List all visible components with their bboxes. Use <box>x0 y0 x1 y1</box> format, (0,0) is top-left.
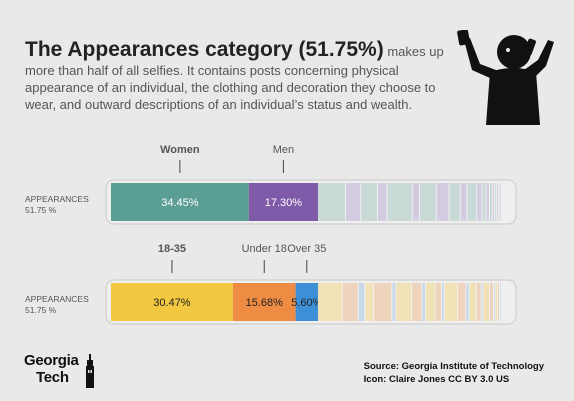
faded-segment <box>449 183 460 221</box>
category-label: Women <box>160 144 200 156</box>
faded-segment <box>342 283 358 321</box>
headline: The Appearances category (51.75%) makes … <box>25 38 455 113</box>
faded-segment <box>486 183 489 221</box>
faded-segment <box>500 283 501 321</box>
faded-segment <box>492 183 495 221</box>
faded-segment <box>483 283 489 321</box>
faded-segment <box>497 183 498 221</box>
faded-segment <box>460 183 467 221</box>
logo-line-2: Tech <box>36 369 69 386</box>
faded-segment <box>442 283 444 321</box>
faded-segment <box>436 183 449 221</box>
logo-line-1: Georgia <box>24 352 79 369</box>
row-sublabel: 51.75 % <box>25 205 57 215</box>
faded-segment <box>396 283 411 321</box>
data-label: 5.60% <box>291 297 322 309</box>
faded-segment <box>318 283 342 321</box>
bar-segment <box>111 283 233 321</box>
faded-segment <box>495 183 497 221</box>
category-label: 18-35 <box>158 243 186 255</box>
tower-icon <box>86 354 94 388</box>
bar-segment <box>232 283 296 321</box>
faded-segment <box>482 183 486 221</box>
source-note: Source: Georgia Institute of Technology … <box>364 360 544 386</box>
faded-segment <box>361 183 377 221</box>
faded-segment <box>358 283 365 321</box>
data-label: 34.45% <box>161 197 199 209</box>
data-label: 15.68% <box>246 297 284 309</box>
faded-segment <box>387 183 412 221</box>
row-sublabel: 51.75 % <box>25 305 57 315</box>
faded-segment <box>392 283 396 321</box>
icon-credit-line: Icon: Claire Jones CC BY 3.0 US <box>363 374 510 385</box>
headline-text: makes up more than half of all selfies. … <box>25 44 444 112</box>
faded-segment <box>498 283 499 321</box>
faded-segment <box>420 183 436 221</box>
faded-segment <box>374 283 392 321</box>
georgia-tech-logo: Georgia Tech <box>24 352 114 392</box>
bar-segment <box>248 183 318 221</box>
faded-segment <box>378 183 387 221</box>
row-label: APPEARANCES <box>25 194 89 204</box>
faded-segment <box>422 283 425 321</box>
faded-segment <box>495 283 497 321</box>
faded-segment <box>494 283 495 321</box>
faded-segment <box>500 183 501 221</box>
faded-segment <box>458 283 466 321</box>
faded-segment <box>490 283 493 321</box>
faded-segment <box>435 283 441 321</box>
faded-segment <box>365 283 373 321</box>
row-label: APPEARANCES <box>25 294 89 304</box>
faded-segment <box>412 283 422 321</box>
headline-emphasis: The Appearances category (51.75%) <box>25 38 384 61</box>
faded-segment <box>346 183 361 221</box>
data-label: 17.30% <box>265 197 303 209</box>
category-label: Under 18 <box>242 243 287 255</box>
faded-segment <box>481 283 483 321</box>
category-label: Men <box>273 144 294 156</box>
faded-segment <box>477 183 482 221</box>
faded-segment <box>498 183 500 221</box>
faded-segment <box>490 183 492 221</box>
faded-segment <box>467 183 477 221</box>
data-label: 30.47% <box>153 297 191 309</box>
category-label: Over 35 <box>287 243 326 255</box>
faded-segment <box>444 283 457 321</box>
faded-segment <box>469 283 476 321</box>
selfie-person-icon <box>457 30 554 125</box>
faded-segment <box>466 283 469 321</box>
faded-segment <box>412 183 419 221</box>
bar-segment <box>295 283 318 321</box>
bar-segment <box>111 183 249 221</box>
faded-segment <box>318 183 345 221</box>
faded-segment <box>476 283 481 321</box>
faded-segment <box>426 283 435 321</box>
source-line: Source: Georgia Institute of Technology <box>363 361 544 372</box>
